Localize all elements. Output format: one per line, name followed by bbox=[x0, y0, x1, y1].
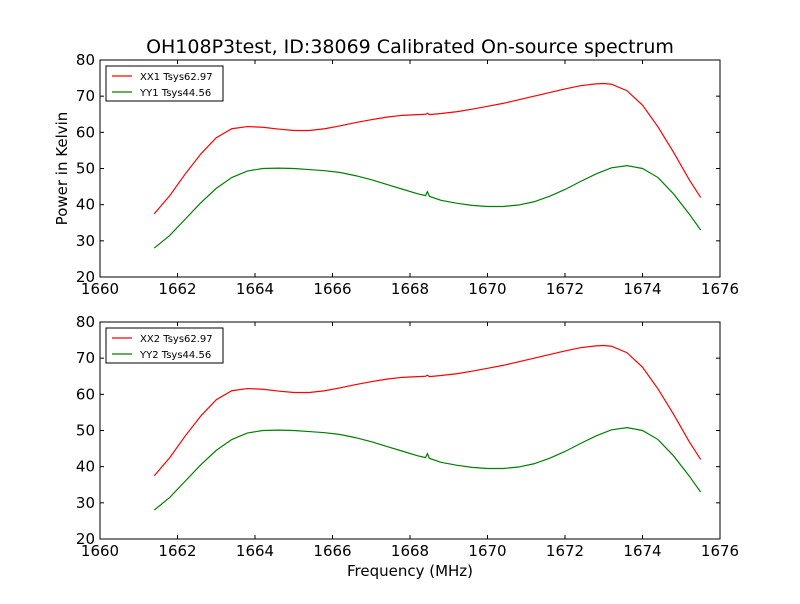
series-line-1 bbox=[153, 344, 702, 477]
legend-label-2: YY1 Tsys44.56 bbox=[139, 88, 211, 99]
legend-label-1: XX2 Tsys62.97 bbox=[140, 334, 213, 345]
legend-box bbox=[105, 65, 224, 102]
y-tick-label: 50 bbox=[76, 160, 95, 178]
chart-panel-1: 1660 1662 1664 1666 1668 1670 1672 1674 1676 20 30… bbox=[53, 51, 739, 298]
x-axis-title: Frequency (MHz) bbox=[347, 562, 473, 580]
x-tick-label: 1672 bbox=[546, 280, 584, 298]
y-tick-label: 70 bbox=[76, 87, 95, 105]
y-tick-label: 40 bbox=[76, 196, 95, 214]
legend: XX2 Tsys62.97 YY2 Tsys44.56 bbox=[105, 327, 224, 364]
legend-label-2: YY2 Tsys44.56 bbox=[139, 350, 211, 361]
y-tick-label: 30 bbox=[76, 494, 95, 512]
y-tick-label: 60 bbox=[76, 123, 95, 141]
y-tick-label: 60 bbox=[76, 385, 95, 403]
y-tick-label: 20 bbox=[76, 268, 95, 286]
y-axis-title: Power in Kelvin bbox=[53, 112, 71, 226]
y-tick-label: 70 bbox=[76, 349, 95, 367]
y-tick-label: 20 bbox=[76, 530, 95, 548]
series-line-1 bbox=[153, 82, 702, 215]
x-tick-label: 1672 bbox=[546, 542, 584, 560]
x-tick-label: 1662 bbox=[158, 542, 196, 560]
series-line-2 bbox=[153, 165, 702, 249]
x-tick-label: 1676 bbox=[701, 542, 739, 560]
x-tick-label: 1666 bbox=[313, 542, 351, 560]
y-tick-label: 50 bbox=[76, 422, 95, 440]
x-tick-label: 1660 bbox=[81, 280, 119, 298]
y-tick-label: 40 bbox=[76, 458, 95, 476]
x-tick-label: 1660 bbox=[81, 542, 119, 560]
panels: 1660 1662 1664 1666 1668 1670 1672 1674 1676 20 30… bbox=[53, 51, 739, 580]
x-tick-label: 1674 bbox=[623, 542, 661, 560]
x-tick-label: 1668 bbox=[391, 280, 429, 298]
legend-box bbox=[105, 327, 224, 364]
y-tick-label: 80 bbox=[76, 51, 95, 69]
legend: XX1 Tsys62.97 YY1 Tsys44.56 bbox=[105, 65, 224, 102]
x-tick-label: 1670 bbox=[468, 280, 506, 298]
x-tick-label: 1674 bbox=[623, 280, 661, 298]
x-tick-label: 1676 bbox=[701, 280, 739, 298]
x-tick-label: 1664 bbox=[236, 542, 274, 560]
x-tick-label: 1670 bbox=[468, 542, 506, 560]
x-tick-label: 1668 bbox=[391, 542, 429, 560]
series-line-2 bbox=[153, 427, 702, 511]
y-tick-label: 80 bbox=[76, 313, 95, 331]
chart-title: OH108P3test, ID:38069 Calibrated On-sour… bbox=[146, 36, 674, 58]
x-tick-label: 1662 bbox=[158, 280, 196, 298]
x-tick-label: 1664 bbox=[236, 280, 274, 298]
x-tick-label: 1666 bbox=[313, 280, 351, 298]
legend-label-1: XX1 Tsys62.97 bbox=[140, 72, 213, 83]
y-tick-label: 30 bbox=[76, 232, 95, 250]
chart-panel-2: 1660 1662 1664 1666 1668 1670 1672 1674 1676 20 30… bbox=[76, 313, 739, 580]
